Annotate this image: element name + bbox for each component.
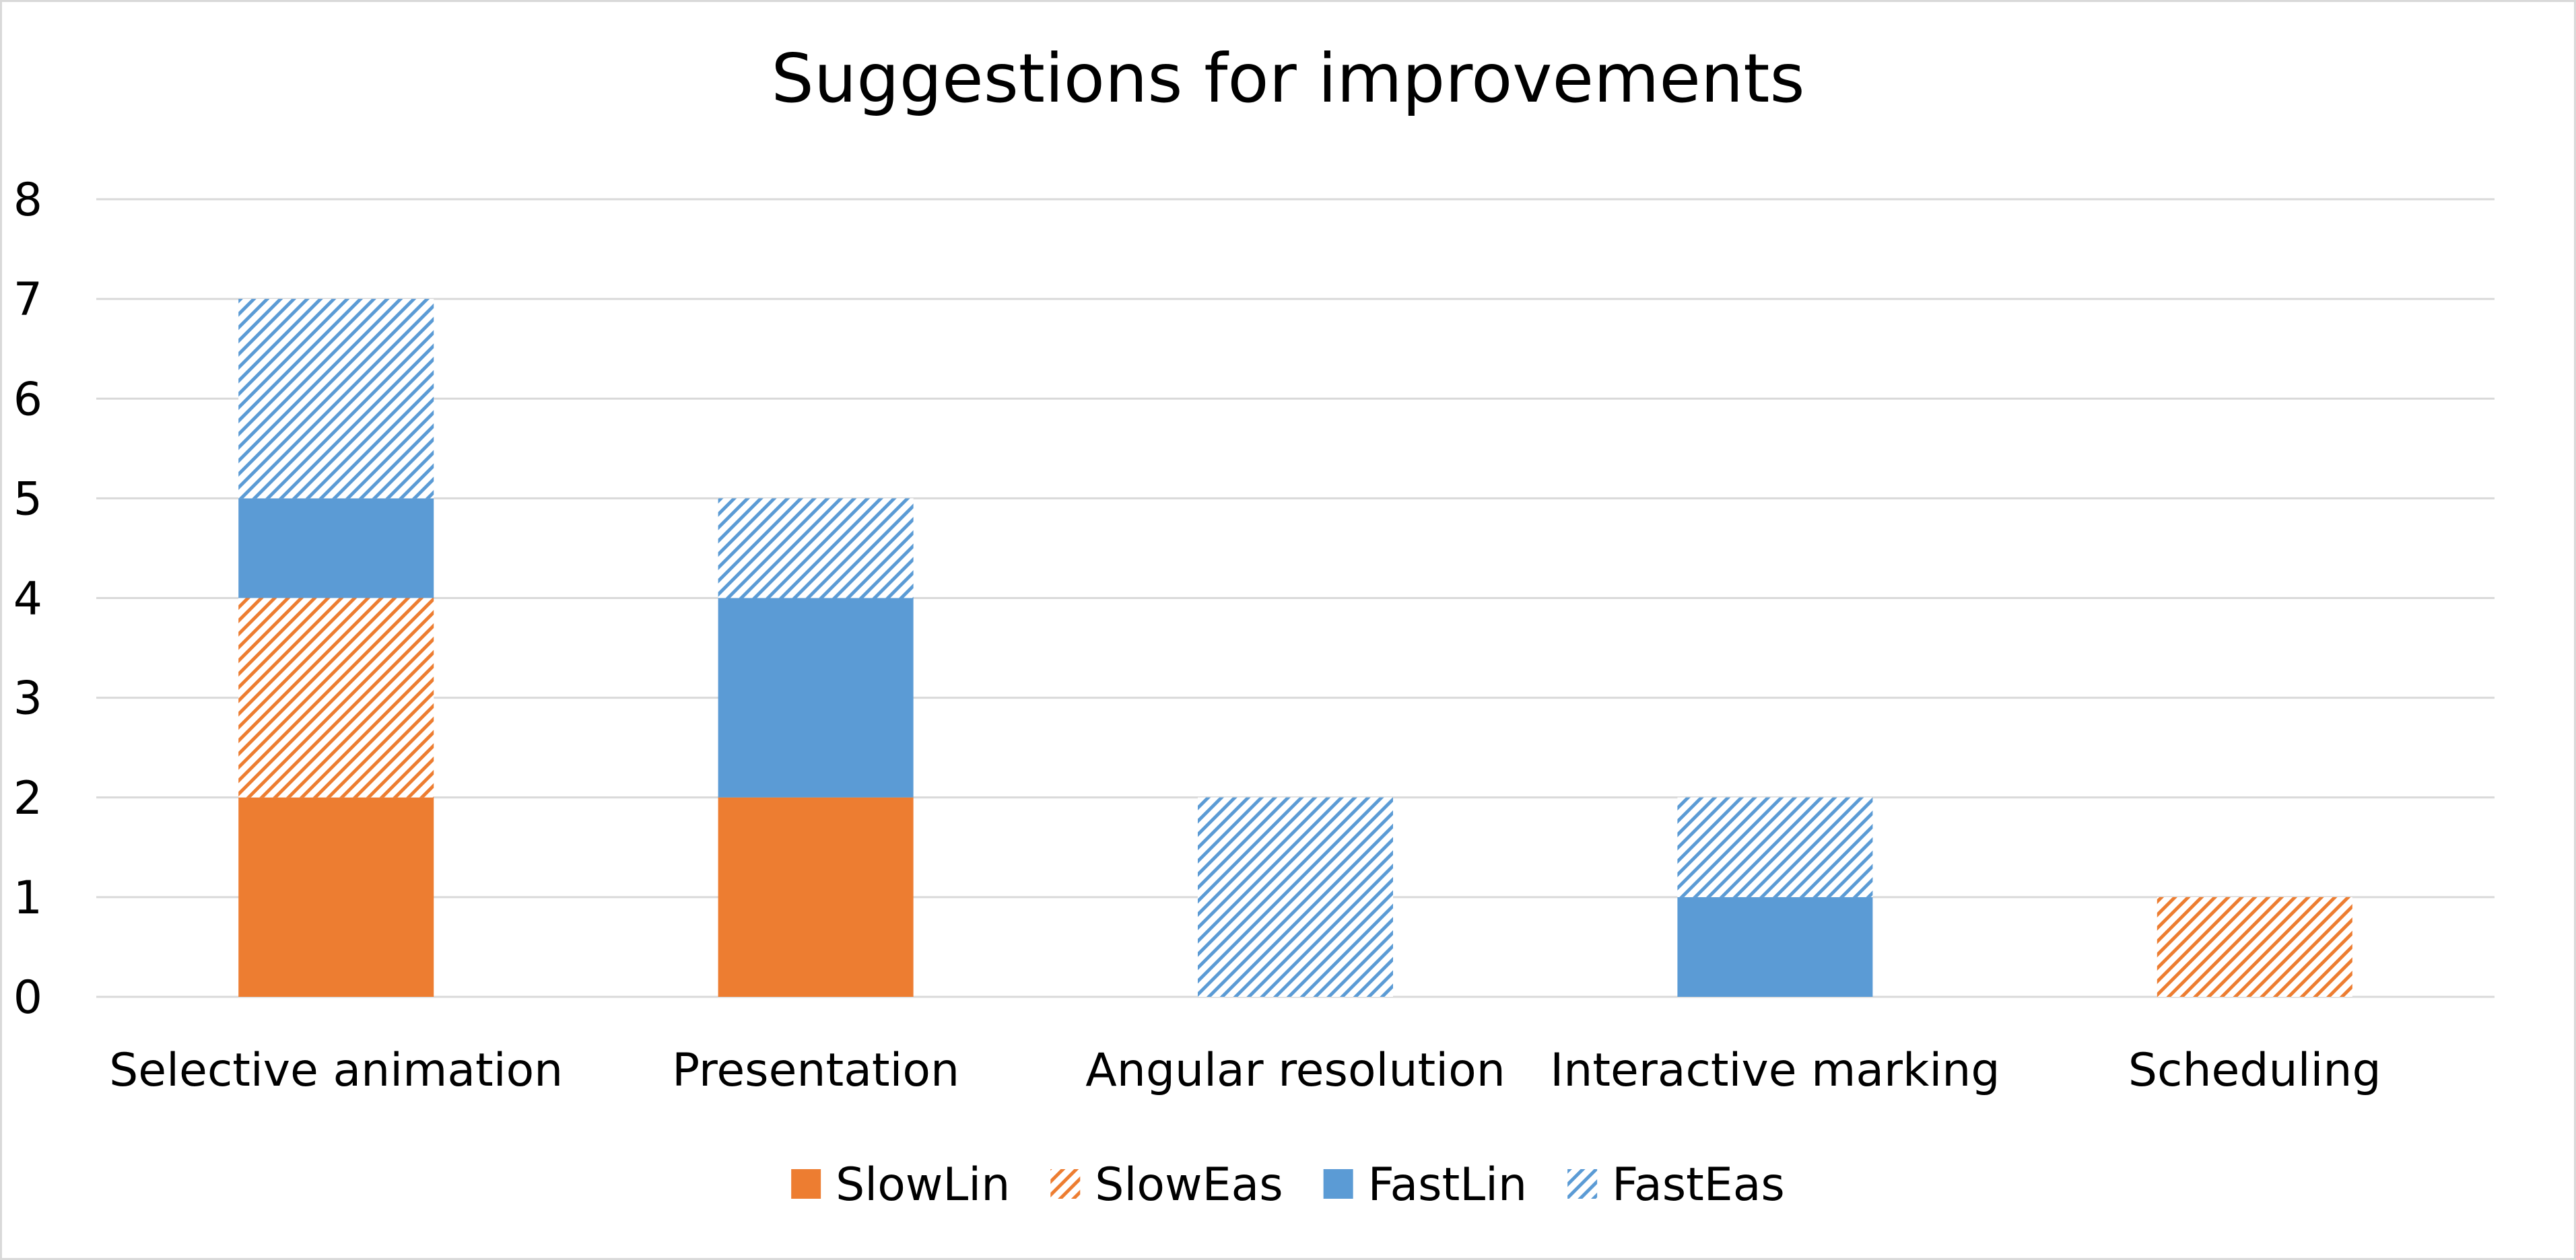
legend-label-slowlin: SlowLin	[836, 1158, 1010, 1212]
y-axis-ticks: 0 1 2 3 4 5 6 7 8	[13, 174, 42, 1024]
y-tick-label-1: 1	[13, 872, 42, 925]
legend-label-sloweas: SlowEas	[1095, 1158, 1283, 1212]
legend: SlowLin SlowEas FastLin FastEas	[791, 1158, 1785, 1212]
bar-selective-animation-fasteas	[238, 299, 434, 499]
legend-swatch-fasteas	[1567, 1169, 1598, 1199]
bar-presentation-fasteas	[718, 498, 914, 598]
y-tick-label-6: 6	[13, 373, 42, 426]
legend-item-sloweas: SlowEas	[1050, 1158, 1283, 1212]
x-category-label-scheduling: Scheduling	[2128, 1044, 2381, 1097]
y-tick-label-7: 7	[13, 273, 42, 326]
x-category-label-interactive-marking: Interactive marking	[1550, 1044, 2000, 1097]
bar-interactive-marking-fasteas	[1677, 797, 1873, 897]
bar-presentation-slowlin	[718, 797, 914, 997]
y-tick-label-4: 4	[13, 573, 42, 626]
bar-interactive-marking-fastlin	[1677, 897, 1873, 997]
legend-swatch-slowlin	[791, 1169, 821, 1199]
y-tick-label-5: 5	[13, 473, 42, 526]
legend-item-fastlin: FastLin	[1323, 1158, 1528, 1212]
x-category-label-selective-animation: Selective animation	[109, 1044, 563, 1097]
legend-item-slowlin: SlowLin	[791, 1158, 1010, 1212]
x-category-label-angular-resolution: Angular resolution	[1085, 1044, 1505, 1097]
y-tick-label-0: 0	[13, 971, 42, 1024]
y-tick-label-2: 2	[13, 772, 42, 825]
y-tick-label-3: 3	[13, 672, 42, 726]
gridlines	[96, 198, 2495, 998]
y-tick-label-8: 8	[13, 174, 42, 227]
bars	[238, 299, 2352, 997]
chart-title: Suggestions for improvements	[771, 39, 1804, 118]
legend-label-fasteas: FastEas	[1612, 1158, 1785, 1212]
bar-scheduling-sloweas	[2157, 897, 2352, 997]
legend-swatch-fastlin	[1323, 1169, 1353, 1199]
bar-selective-animation-slowlin	[238, 797, 434, 997]
bar-selective-animation-sloweas	[238, 598, 434, 798]
bar-presentation-fastlin	[718, 598, 914, 798]
x-category-label-presentation: Presentation	[672, 1044, 959, 1097]
bar-angular-resolution-fasteas	[1198, 797, 1393, 997]
legend-swatch-sloweas	[1050, 1169, 1081, 1199]
legend-label-fastlin: FastLin	[1368, 1158, 1528, 1212]
x-axis-categories: Selective animation Presentation Angular r…	[109, 1044, 2381, 1097]
legend-item-fasteas: FastEas	[1567, 1158, 1785, 1212]
bar-selective-animation-fastlin	[238, 498, 434, 598]
